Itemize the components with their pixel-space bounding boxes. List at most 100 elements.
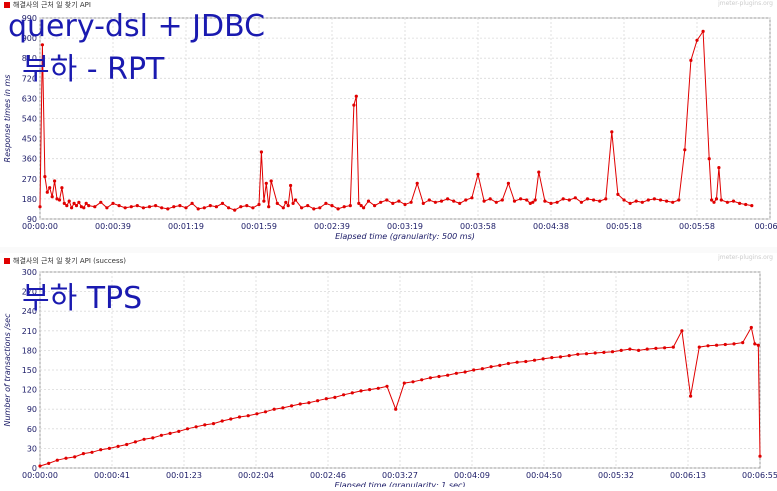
tps-data-point bbox=[90, 450, 94, 454]
rpt-data-point bbox=[427, 198, 431, 202]
rpt-data-point bbox=[123, 206, 127, 210]
tps-data-point bbox=[524, 359, 528, 364]
rpt-data-point bbox=[267, 205, 271, 209]
rpt-data-point bbox=[634, 199, 638, 203]
rpt-data-point bbox=[415, 181, 419, 185]
tps-data-point bbox=[47, 461, 51, 465]
tps-y-tick-label: 30 bbox=[27, 444, 37, 453]
tps-data-point bbox=[385, 384, 389, 388]
rpt-data-point bbox=[184, 206, 188, 210]
rpt-data-point bbox=[701, 29, 705, 33]
rpt-data-point bbox=[40, 43, 45, 47]
tps-data-point bbox=[38, 464, 42, 468]
tps-data-point bbox=[532, 358, 537, 362]
rpt-data-point bbox=[262, 199, 266, 203]
tps-data-point bbox=[81, 452, 85, 456]
tps-data-point bbox=[402, 381, 406, 385]
tps-data-point bbox=[368, 388, 372, 392]
rpt-data-point bbox=[379, 200, 383, 204]
rpt-data-point bbox=[284, 200, 288, 204]
rpt-data-point bbox=[306, 204, 310, 208]
rpt-data-point bbox=[70, 206, 74, 210]
rpt-data-point bbox=[403, 202, 407, 207]
rpt-data-point bbox=[616, 192, 620, 196]
rpt-data-point bbox=[281, 206, 285, 210]
rpt-watermark: jmeter-plugins.org bbox=[718, 0, 773, 7]
rpt-data-point bbox=[359, 204, 363, 208]
tps-data-point bbox=[753, 342, 757, 346]
rpt-data-point bbox=[67, 199, 71, 203]
tps-data-point bbox=[741, 341, 745, 345]
rpt-data-point bbox=[318, 206, 322, 210]
rpt-data-point bbox=[712, 200, 716, 204]
rpt-data-point bbox=[154, 204, 158, 208]
rpt-data-point bbox=[561, 197, 565, 201]
tps-data-point bbox=[116, 444, 120, 448]
rpt-data-point bbox=[93, 205, 97, 209]
rpt-data-point bbox=[82, 206, 86, 210]
rpt-data-point bbox=[464, 198, 468, 202]
rpt-y-axis-label: Response times in ms bbox=[3, 75, 12, 163]
rpt-data-point bbox=[208, 204, 212, 208]
rpt-data-point bbox=[55, 197, 59, 201]
rpt-x-tick-label: 00:05:58 bbox=[679, 222, 715, 231]
tps-data-point bbox=[107, 446, 111, 450]
tps-data-point bbox=[732, 342, 736, 346]
tps-legend-swatch bbox=[4, 258, 10, 264]
rpt-data-point bbox=[585, 197, 590, 201]
tps-y-tick-label: 240 bbox=[22, 307, 37, 316]
rpt-data-point bbox=[72, 201, 76, 205]
rpt-data-point bbox=[354, 94, 358, 98]
rpt-data-point bbox=[658, 198, 663, 202]
tps-data-point bbox=[480, 367, 484, 371]
rpt-data-point bbox=[135, 204, 139, 208]
rpt-data-point bbox=[129, 205, 133, 209]
rpt-data-point bbox=[665, 199, 669, 203]
rpt-y-tick-label: 180 bbox=[22, 195, 37, 204]
rpt-data-point bbox=[160, 206, 164, 210]
tps-data-point bbox=[584, 352, 589, 356]
tps-x-tick-label: 00:02:04 bbox=[238, 471, 274, 480]
tps-data-point bbox=[73, 455, 77, 459]
rpt-data-point bbox=[598, 199, 602, 203]
rpt-data-point bbox=[549, 201, 553, 205]
rpt-data-point bbox=[269, 179, 273, 183]
rpt-data-point bbox=[519, 197, 523, 201]
rpt-data-point bbox=[220, 201, 225, 205]
rpt-data-point bbox=[750, 204, 754, 208]
rpt-data-point bbox=[300, 206, 304, 210]
rpt-data-point bbox=[470, 196, 474, 200]
rpt-data-point bbox=[744, 202, 748, 207]
rpt-data-point bbox=[214, 205, 218, 209]
rpt-data-point bbox=[50, 195, 54, 199]
rpt-data-point bbox=[512, 199, 517, 203]
rpt-data-point bbox=[79, 205, 83, 209]
tps-data-point bbox=[758, 454, 762, 458]
tps-data-point bbox=[628, 347, 632, 351]
rpt-data-point bbox=[275, 201, 279, 205]
tps-data-point bbox=[159, 433, 163, 437]
rpt-x-tick-label: 00:01:19 bbox=[168, 222, 204, 231]
tps-data-point bbox=[359, 389, 363, 393]
rpt-data-point bbox=[710, 198, 714, 202]
rpt-y-tick-label: 990 bbox=[22, 14, 37, 23]
rpt-data-point bbox=[65, 204, 69, 208]
tps-chart: 0 30 60 90 120 150 180 210 240 270 300 00:00:00 00:0… bbox=[3, 268, 777, 490]
tps-legend-label: 해결사의 근처 일 찾기 API (success) bbox=[13, 257, 127, 265]
tps-data-point bbox=[229, 417, 233, 421]
rpt-data-point bbox=[289, 183, 293, 188]
overlay-title-tps: 부하 TPS bbox=[22, 281, 143, 316]
rpt-data-point bbox=[53, 179, 57, 183]
tps-y-tick-label: 180 bbox=[22, 346, 37, 355]
tps-data-point bbox=[619, 348, 623, 352]
rpt-data-point bbox=[233, 208, 237, 212]
rpt-data-point bbox=[439, 199, 444, 203]
tps-data-point bbox=[394, 407, 398, 411]
rpt-y-tick-label: 450 bbox=[22, 135, 37, 144]
rpt-data-point bbox=[528, 201, 532, 205]
tps-data-point bbox=[133, 440, 137, 444]
rpt-data-point bbox=[652, 197, 657, 201]
overlay-title-query-dsl: query-dsl + JDBC bbox=[8, 9, 266, 44]
rpt-data-point bbox=[525, 198, 529, 202]
tps-data-point bbox=[654, 346, 658, 350]
